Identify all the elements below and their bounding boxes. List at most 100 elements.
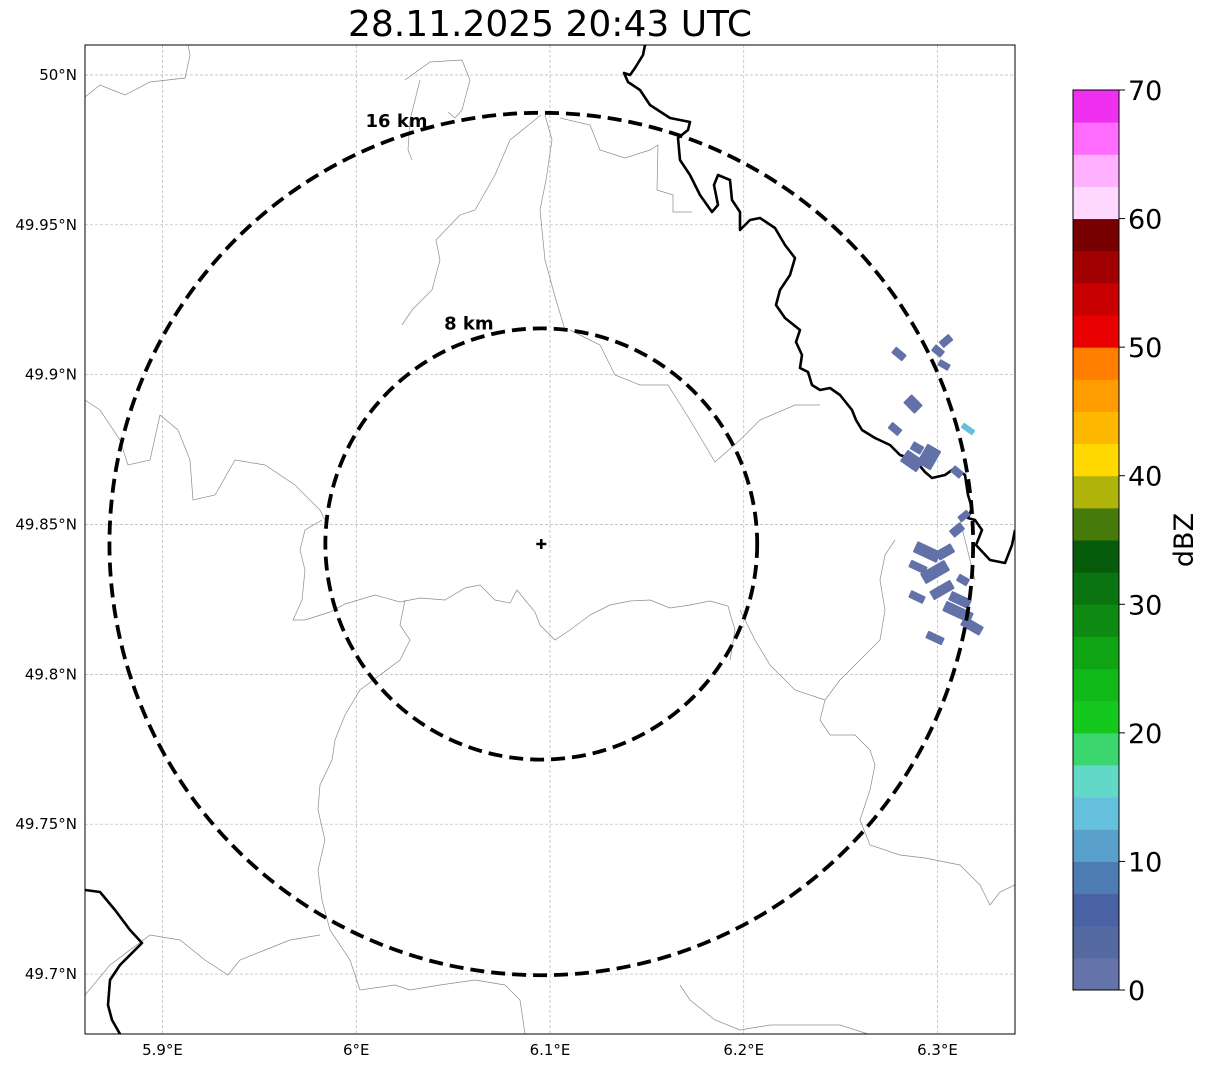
lat-tick-label: 50°N bbox=[39, 66, 77, 84]
colorbar-segment bbox=[1073, 218, 1119, 252]
boundary-line bbox=[569, 329, 820, 463]
colorbar-segment bbox=[1073, 90, 1119, 123]
colorbar-segment bbox=[1073, 604, 1119, 637]
echo-cell bbox=[949, 522, 965, 538]
echo-cell bbox=[935, 543, 955, 561]
echo-cell bbox=[950, 465, 964, 479]
range-ring-labels: 16 km 8 km bbox=[366, 111, 494, 335]
lat-tick-label: 49.7°N bbox=[25, 965, 77, 983]
colorbar-label: dBZ bbox=[1169, 513, 1200, 567]
colorbar-segment bbox=[1073, 861, 1119, 895]
boundary-line bbox=[292, 519, 736, 661]
radar-site-marker bbox=[536, 538, 547, 549]
colorbar-segment bbox=[1073, 668, 1119, 702]
lon-tick-label: 6.2°E bbox=[723, 1041, 764, 1059]
boundary-line bbox=[819, 539, 1015, 906]
echo-cell bbox=[913, 541, 941, 563]
boundary-line bbox=[539, 114, 566, 331]
echo-cell bbox=[956, 573, 970, 587]
echo-cell bbox=[900, 449, 924, 473]
lat-tick-label: 49.95°N bbox=[15, 216, 77, 234]
lat-tick-label: 49.8°N bbox=[25, 665, 77, 683]
colorbar-segment bbox=[1073, 765, 1119, 798]
colorbar-segment bbox=[1073, 925, 1119, 959]
echo-cell bbox=[903, 394, 923, 414]
colorbar-segment bbox=[1073, 957, 1119, 991]
echo-cell bbox=[948, 591, 972, 609]
colorbar-tick-label: 70 bbox=[1128, 76, 1162, 107]
lat-tick-label: 49.9°N bbox=[25, 366, 77, 384]
echo-cell bbox=[909, 441, 925, 455]
echo-cell bbox=[891, 346, 907, 362]
colorbar-segment bbox=[1073, 443, 1119, 477]
lat-tick-label: 49.75°N bbox=[15, 815, 77, 833]
echo-cell bbox=[908, 590, 926, 604]
boundary-line bbox=[317, 599, 526, 1034]
colorbar-segment bbox=[1073, 186, 1119, 220]
lon-tick-label: 5.9°E bbox=[142, 1041, 183, 1059]
boundary-line bbox=[559, 117, 692, 213]
colorbar-outline bbox=[1072, 89, 1120, 991]
colorbar-tick-label: 20 bbox=[1128, 719, 1162, 750]
colorbar-tick-label: 50 bbox=[1128, 333, 1162, 364]
colorbar-segment bbox=[1073, 636, 1119, 670]
colorbar-segment bbox=[1073, 700, 1119, 734]
range-ring-label: 8 km bbox=[444, 313, 494, 334]
range-rings bbox=[107, 110, 976, 978]
echo-cell bbox=[925, 630, 945, 646]
map-title: 28.11.2025 20:43 UTC bbox=[347, 4, 753, 45]
colorbar-segment bbox=[1073, 411, 1119, 445]
range-ring-label: 16 km bbox=[366, 111, 428, 132]
echo-cell bbox=[908, 559, 928, 575]
lon-tick-label: 6.3°E bbox=[917, 1041, 958, 1059]
colorbar-tick-label: 30 bbox=[1128, 590, 1162, 621]
echo-cell bbox=[920, 560, 950, 584]
colorbar-segment bbox=[1073, 250, 1119, 284]
colorbar-segment bbox=[1073, 347, 1119, 380]
boundary-line bbox=[85, 399, 326, 521]
echo-cell bbox=[938, 334, 954, 348]
boundary-line bbox=[404, 59, 471, 119]
colorbar-tick-label: 10 bbox=[1128, 847, 1162, 878]
echo-cell bbox=[931, 344, 945, 358]
colorbar-segment bbox=[1073, 379, 1119, 412]
boundary-line bbox=[85, 45, 191, 98]
colorbar: 0 10 20 30 40 50 60 70 dBZ bbox=[1072, 76, 1200, 1007]
gridlines bbox=[85, 45, 1015, 1034]
axis-tick-labels: 5.9°E 6°E 6.1°E 6.2°E 6.3°E 50°N 49.95°N 49.9°N… bbox=[15, 66, 958, 1059]
colorbar-tick-label: 40 bbox=[1128, 462, 1162, 493]
boundary-line bbox=[85, 934, 321, 996]
colorbar-segment bbox=[1073, 475, 1119, 509]
municipal-boundaries bbox=[85, 45, 1015, 1034]
lon-tick-label: 6°E bbox=[343, 1041, 370, 1059]
range-ring bbox=[323, 326, 760, 762]
echo-cell bbox=[960, 616, 984, 636]
colorbar-segment bbox=[1073, 154, 1119, 187]
boundary-line bbox=[739, 609, 826, 701]
lon-tick-label: 6.1°E bbox=[530, 1041, 571, 1059]
geography-layer bbox=[85, 45, 1015, 1034]
echo-cell bbox=[957, 509, 971, 523]
colorbar-segment bbox=[1073, 315, 1119, 348]
colorbar-segment bbox=[1073, 893, 1119, 927]
colorbar-segment bbox=[1073, 732, 1119, 766]
colorbar-segment bbox=[1073, 797, 1119, 830]
map-border bbox=[84, 44, 1016, 1035]
colorbar-segment bbox=[1073, 829, 1119, 862]
border-line bbox=[85, 888, 144, 1034]
echo-cell bbox=[916, 443, 942, 471]
colorbar-segment bbox=[1073, 282, 1119, 316]
echo-cell bbox=[937, 359, 951, 371]
map-frame-background bbox=[85, 45, 1015, 1034]
colorbar-tick-label: 60 bbox=[1128, 205, 1162, 236]
colorbar-tick-label: 0 bbox=[1128, 976, 1145, 1007]
colorbar-segment bbox=[1073, 122, 1119, 155]
echo-cell bbox=[887, 422, 903, 436]
colorbar-segment bbox=[1073, 540, 1119, 573]
colorbar-segment bbox=[1073, 507, 1119, 541]
lat-tick-label: 49.85°N bbox=[15, 516, 77, 534]
echo-cell bbox=[929, 580, 955, 600]
range-ring bbox=[107, 110, 976, 978]
